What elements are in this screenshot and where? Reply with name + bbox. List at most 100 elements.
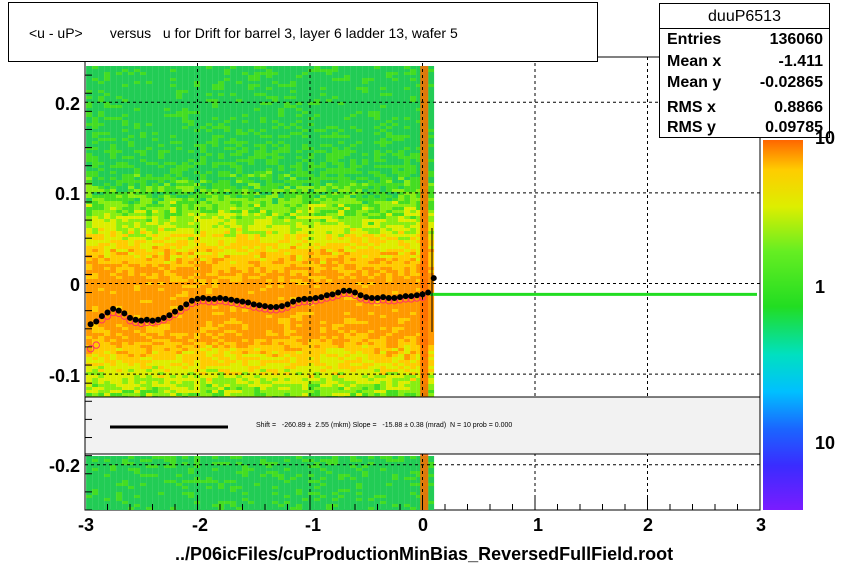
heatmap-cell <box>374 75 381 78</box>
heatmap-cell <box>278 84 285 87</box>
heatmap-cell <box>296 87 303 90</box>
heatmap-cell <box>176 321 183 324</box>
heatmap-cell <box>374 288 381 291</box>
heatmap-cell <box>194 180 201 183</box>
heatmap-cell <box>146 264 153 267</box>
heatmap-cell <box>284 318 291 321</box>
heatmap-cell <box>338 108 345 111</box>
heatmap-cell <box>176 219 183 222</box>
heatmap-cell <box>236 297 243 300</box>
heatmap-cell <box>272 315 279 318</box>
heatmap-cell <box>254 102 261 105</box>
heatmap-cell <box>170 180 177 183</box>
heatmap-cell <box>410 168 417 171</box>
heatmap-cell <box>146 150 153 153</box>
heatmap-cell <box>278 276 285 279</box>
heatmap-cell <box>254 165 261 168</box>
heatmap-cell <box>284 222 291 225</box>
heatmap-cell <box>134 279 141 282</box>
heatmap-cell <box>260 87 267 90</box>
heatmap-cell <box>386 156 393 159</box>
heatmap-cell <box>410 270 417 273</box>
heatmap-cell <box>350 318 357 321</box>
heatmap-cell <box>92 108 99 111</box>
heatmap-cell <box>338 141 345 144</box>
heatmap-cell <box>110 294 117 297</box>
heatmap-cell <box>146 210 153 213</box>
heatmap-cell <box>218 258 225 261</box>
heatmap-cell <box>260 153 267 156</box>
heatmap-cell <box>122 240 129 243</box>
heatmap-cell <box>368 99 375 102</box>
heatmap-cell <box>344 249 351 252</box>
heatmap-cell <box>206 66 213 69</box>
heatmap-cell <box>218 288 225 291</box>
heatmap-cell <box>380 207 387 210</box>
heatmap-cell <box>398 81 405 84</box>
heatmap-cell <box>296 279 303 282</box>
heatmap-cell <box>200 270 207 273</box>
heatmap-cell <box>92 246 99 249</box>
heatmap-cell <box>176 282 183 285</box>
heatmap-cell <box>374 138 381 141</box>
heatmap-cell <box>98 231 105 234</box>
heatmap-cell <box>134 258 141 261</box>
heatmap-cell <box>362 243 369 246</box>
heatmap-cell <box>242 90 249 93</box>
heatmap-cell <box>86 252 93 255</box>
heatmap-cell <box>254 138 261 141</box>
heatmap-cell <box>224 246 231 249</box>
heatmap-cell <box>386 90 393 93</box>
heatmap-cell <box>110 258 117 261</box>
heatmap-cell <box>272 135 279 138</box>
heatmap-cell <box>194 264 201 267</box>
heatmap-cell <box>116 306 123 309</box>
heatmap-cell <box>128 237 135 240</box>
heatmap-cell <box>212 192 219 195</box>
heatmap-cell <box>326 90 333 93</box>
heatmap-cell <box>164 132 171 135</box>
heatmap-cell <box>164 150 171 153</box>
heatmap-cell <box>86 66 93 69</box>
heatmap-cell <box>146 297 153 300</box>
heatmap-cell <box>278 171 285 174</box>
heatmap-cell <box>92 96 99 99</box>
heatmap-cell <box>104 234 111 237</box>
heatmap-cell <box>230 294 237 297</box>
heatmap-cell <box>110 87 117 90</box>
heatmap-cell <box>170 297 177 300</box>
heatmap-cell <box>326 240 333 243</box>
heatmap-cell <box>290 189 297 192</box>
heatmap-cell <box>392 282 399 285</box>
heatmap-cell <box>284 321 291 324</box>
heatmap-cell <box>146 249 153 252</box>
heatmap-cell <box>140 198 147 201</box>
heatmap-cell <box>374 135 381 138</box>
heatmap-cell <box>302 114 309 117</box>
heatmap-cell <box>362 159 369 162</box>
heatmap-cell <box>242 276 249 279</box>
heatmap-cell <box>308 213 315 216</box>
heatmap-cell <box>260 156 267 159</box>
heatmap-cell <box>140 297 147 300</box>
heatmap-cell <box>302 288 309 291</box>
heatmap-cell <box>278 183 285 186</box>
heatmap-cell <box>98 318 105 321</box>
heatmap-cell <box>362 249 369 252</box>
heatmap-cell <box>134 270 141 273</box>
heatmap-cell <box>296 246 303 249</box>
heatmap-cell <box>380 147 387 150</box>
heatmap-cell <box>278 156 285 159</box>
heatmap-cell <box>242 240 249 243</box>
heatmap-cell <box>236 318 243 321</box>
heatmap-cell <box>104 78 111 81</box>
heatmap-cell <box>320 300 327 303</box>
heatmap-cell <box>122 210 129 213</box>
heatmap-cell <box>314 234 321 237</box>
heatmap-cell <box>218 99 225 102</box>
heatmap-cell <box>248 189 255 192</box>
heatmap-cell <box>134 213 141 216</box>
heatmap-cell <box>398 66 405 69</box>
heatmap-cell <box>308 315 315 318</box>
heatmap-cell <box>98 264 105 267</box>
